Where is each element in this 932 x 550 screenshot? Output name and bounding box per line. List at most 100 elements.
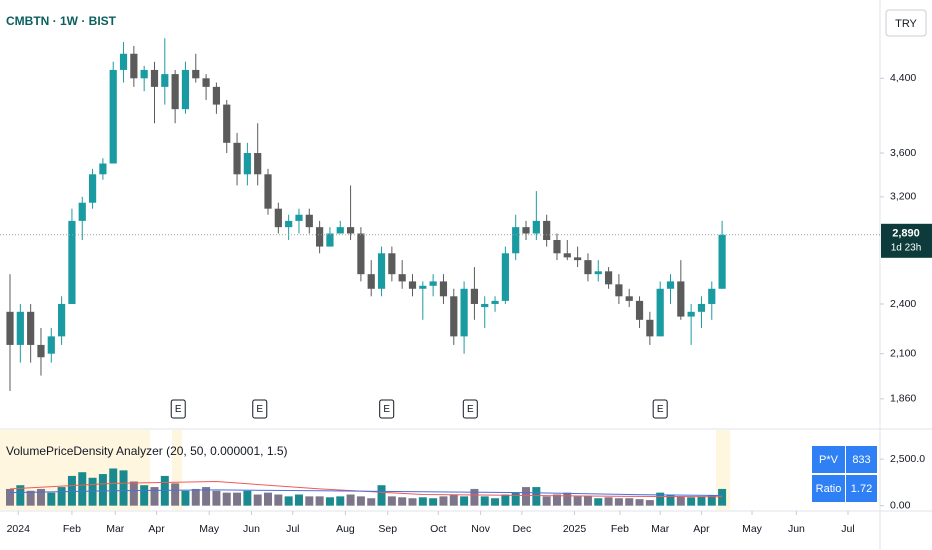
last-price-label: 2,890 [892, 228, 920, 240]
event-marker [379, 399, 395, 419]
x-tick-label: Jul [841, 523, 854, 535]
volume-bar [16, 485, 25, 506]
volume-bar [460, 496, 469, 506]
candle-body [439, 281, 448, 297]
currency[interactable]: TRY [895, 18, 917, 30]
y-tick-label: 3,200 [890, 191, 916, 203]
x-tick-label: Mar [651, 523, 670, 535]
y-tick-label: 2,100 [890, 347, 916, 359]
candle-body [346, 227, 355, 234]
candle-body [697, 303, 706, 312]
candle-body [666, 281, 675, 289]
table-key: P*V [819, 454, 839, 466]
volume-bar [150, 487, 159, 506]
volume-bar [264, 492, 273, 506]
x-tick-label: Nov [471, 523, 490, 535]
candle-body [161, 74, 169, 87]
x-tick-label: Oct [430, 523, 446, 535]
candle-body [604, 271, 613, 285]
volume-bar [656, 492, 665, 506]
volume-bar [398, 497, 407, 506]
volume-bar [294, 494, 303, 506]
candle-body [532, 220, 540, 234]
candle-body [512, 227, 520, 254]
volume-bar [532, 487, 541, 506]
volume-bar [563, 492, 572, 506]
event-marker [170, 399, 186, 419]
candle-body [419, 285, 427, 289]
candle-body [543, 220, 551, 240]
candle-body [16, 311, 24, 345]
event-marker [652, 399, 668, 419]
candle-body [646, 319, 654, 337]
candle-body [202, 78, 210, 87]
volume-bar [542, 496, 551, 506]
event-label: E [657, 404, 664, 415]
volume-bar [212, 490, 221, 506]
candle-body [553, 239, 561, 254]
volume-bar [98, 474, 107, 506]
candle-body [584, 260, 592, 275]
volume-bar [666, 494, 675, 506]
candle-body [460, 288, 468, 337]
volume-bar [243, 490, 252, 506]
highlight-zone [172, 430, 182, 510]
volume-bar [171, 483, 180, 506]
candle-body [109, 69, 117, 164]
volume-bar [222, 492, 231, 506]
candle-body [450, 296, 458, 337]
x-tick-label: Sep [378, 523, 397, 535]
table-value: 833 [852, 454, 870, 466]
table-value: 1.72 [851, 483, 872, 495]
volume-bar [429, 498, 438, 506]
candle-body [150, 69, 159, 87]
event-label: E [383, 404, 390, 415]
y-tick-label: 1,860 [890, 393, 916, 405]
volume-bar [119, 470, 128, 506]
candle-body [388, 253, 396, 275]
volume-bar [470, 488, 479, 506]
candle-body [47, 336, 55, 354]
candle-body [336, 227, 344, 234]
candle-body [377, 253, 386, 289]
volume-bar [687, 497, 696, 506]
candle-body [254, 153, 262, 175]
candle-body [316, 227, 324, 247]
candle-body [574, 257, 582, 261]
x-tick-label: Feb [63, 523, 81, 535]
x-tick-label: Jun [788, 523, 805, 535]
candle-body [6, 311, 14, 345]
candle-body [635, 300, 644, 320]
volume-bar [418, 497, 427, 506]
candle-body [223, 104, 231, 143]
candle-body [181, 69, 190, 110]
volume-bar [676, 496, 685, 506]
volume-bar [614, 498, 623, 506]
volume-bar [88, 477, 97, 506]
volume-bar [284, 496, 293, 506]
volume-bar [253, 494, 262, 506]
candle-body [88, 174, 97, 203]
volume-bar [707, 495, 716, 506]
volume-bar [501, 494, 510, 506]
candle-body [264, 174, 272, 209]
volume-bar [408, 498, 417, 506]
currency-button[interactable] [885, 9, 927, 37]
x-tick-label: Jun [243, 523, 260, 535]
volume-bar [129, 481, 138, 506]
symbol-title: CMBTN · 1W · BIST [6, 14, 117, 28]
volume-bar [233, 492, 242, 506]
volume-bar [480, 496, 489, 506]
event-marker [252, 399, 268, 419]
volume-bar [491, 498, 500, 506]
y-tick-label: 4,400 [890, 72, 916, 84]
candle-body [192, 69, 200, 79]
volume-bar [697, 496, 706, 506]
table-cell [812, 475, 845, 502]
event-label: E [467, 404, 474, 415]
volume-bar [449, 494, 458, 506]
volume-bar [274, 494, 283, 506]
candle-body [140, 69, 148, 79]
volume-bar [202, 487, 211, 506]
